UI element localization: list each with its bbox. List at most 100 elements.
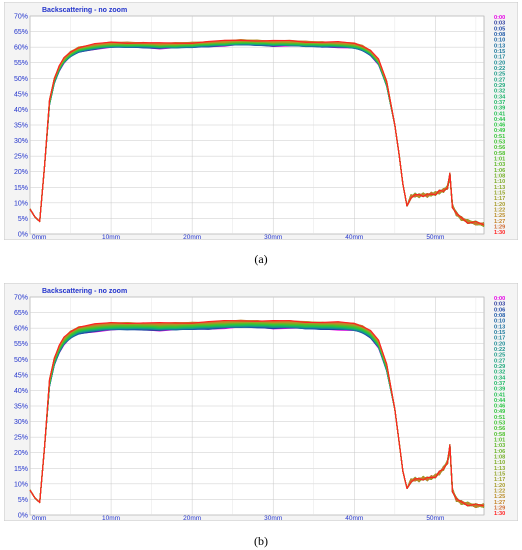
legend-entry: 0:27 bbox=[494, 358, 505, 364]
series-lines bbox=[29, 319, 485, 509]
y-tick-label: 70% bbox=[14, 295, 28, 302]
legend-entry: 0:49 bbox=[494, 128, 505, 134]
legend-entry: 0:58 bbox=[494, 432, 505, 438]
legend-entry: 1:29 bbox=[494, 225, 505, 231]
legend-entry: 1:20 bbox=[494, 202, 505, 208]
y-tick-label: 25% bbox=[14, 435, 28, 442]
legend-entry: 0:27 bbox=[494, 77, 505, 83]
y-tick-label: 50% bbox=[14, 76, 28, 83]
legend-entry: 1:01 bbox=[494, 438, 505, 444]
y-tick-label: 30% bbox=[14, 138, 28, 145]
chart-b: Backscattering - no zoom 70% 65% 60% 55% 50%… bbox=[4, 283, 518, 521]
legend-entry: 0:20 bbox=[494, 341, 505, 347]
legend-entry: 0:46 bbox=[494, 123, 505, 129]
legend-entry: 1:01 bbox=[494, 157, 505, 163]
y-tick-label: 35% bbox=[14, 123, 28, 130]
legend-entry: 0:22 bbox=[494, 347, 505, 353]
legend-entry: 0:15 bbox=[494, 330, 505, 336]
x-tick-label: 20mm bbox=[183, 234, 201, 240]
legend-entry: 0:29 bbox=[494, 364, 505, 370]
chart-title: Backscattering - no zoom bbox=[42, 7, 127, 14]
legend: 0:000:030:050:080:100:130:150:170:200:22… bbox=[494, 15, 506, 236]
legend-entry: 1:30 bbox=[494, 230, 505, 236]
y-tick-label: 55% bbox=[14, 341, 28, 348]
x-tick-label: 20mm bbox=[183, 515, 201, 521]
legend-entry: 0:39 bbox=[494, 387, 505, 393]
y-tick-label: 65% bbox=[14, 29, 28, 36]
legend-entry: 1:27 bbox=[494, 219, 505, 225]
legend-entry: 0:41 bbox=[494, 392, 505, 398]
legend-entry: 1:10 bbox=[494, 460, 505, 466]
legend-entry: 1:03 bbox=[494, 443, 505, 449]
legend-entry: 1:17 bbox=[494, 477, 505, 483]
legend-entry: 0:34 bbox=[494, 375, 506, 381]
panel-label-b: (b) bbox=[254, 534, 268, 548]
y-tick-label: 10% bbox=[14, 200, 28, 207]
legend-entry: 1:15 bbox=[494, 472, 505, 478]
legend-entry: 0:10 bbox=[494, 38, 505, 44]
legend-entry: 1:20 bbox=[494, 483, 505, 489]
y-tick-label: 40% bbox=[14, 388, 28, 395]
legend-entry: 0:00 bbox=[494, 296, 505, 302]
y-tick-label: 50% bbox=[14, 357, 28, 364]
legend-entry: 0:03 bbox=[494, 21, 505, 27]
y-tick-label: 45% bbox=[14, 372, 28, 379]
y-tick-label: 60% bbox=[14, 326, 28, 333]
y-tick-label: 70% bbox=[14, 14, 28, 21]
legend-entry: 0:25 bbox=[494, 72, 505, 78]
legend-entry: 0:51 bbox=[494, 415, 505, 421]
y-tick-label: 25% bbox=[14, 154, 28, 161]
legend-entry: 1:13 bbox=[494, 466, 505, 472]
legend-entry: 0:39 bbox=[494, 106, 505, 112]
x-tick-label: 0mm bbox=[32, 515, 46, 521]
legend-entry: 0:53 bbox=[494, 140, 505, 146]
legend-entry: 1:27 bbox=[494, 500, 505, 506]
x-tick-label: 40mm bbox=[345, 234, 363, 240]
legend-entry: 0:46 bbox=[494, 404, 505, 410]
legend-entry: 0:41 bbox=[494, 111, 505, 117]
y-tick-label: 0% bbox=[18, 513, 28, 520]
legend-entry: 1:06 bbox=[494, 449, 505, 455]
legend-entry: 1:15 bbox=[494, 191, 505, 197]
legend-entry: 0:10 bbox=[494, 319, 505, 325]
chart-panel-b: Backscattering - no zoom 70% 65% 60% 55% 50%… bbox=[4, 283, 518, 521]
legend-entry: 1:06 bbox=[494, 168, 505, 174]
y-tick-label: 5% bbox=[18, 497, 28, 504]
legend-entry: 0:17 bbox=[494, 336, 505, 342]
legend-entry: 1:22 bbox=[494, 208, 505, 214]
legend-entry: 1:08 bbox=[494, 455, 505, 461]
x-tick-label: 30mm bbox=[264, 234, 282, 240]
x-tick-label: 40mm bbox=[345, 515, 363, 521]
y-tick-label: 5% bbox=[18, 216, 28, 223]
y-tick-label: 30% bbox=[14, 419, 28, 426]
legend-entry: 0:03 bbox=[494, 302, 505, 308]
y-tick-label: 20% bbox=[14, 169, 28, 176]
legend-entry: 0:08 bbox=[494, 32, 505, 38]
y-tick-label: 60% bbox=[14, 45, 28, 52]
legend-entry: 1:22 bbox=[494, 489, 505, 495]
legend-entry: 1:17 bbox=[494, 196, 505, 202]
legend-entry: 1:08 bbox=[494, 174, 505, 180]
y-tick-label: 10% bbox=[14, 481, 28, 488]
x-tick-label: 10mm bbox=[102, 515, 120, 521]
legend-entry: 1:29 bbox=[494, 506, 505, 512]
x-tick-label: 50mm bbox=[426, 234, 444, 240]
legend-entry: 1:03 bbox=[494, 162, 505, 168]
legend-entry: 0:13 bbox=[494, 324, 505, 330]
legend-entry: 0:56 bbox=[494, 426, 505, 432]
legend-entry: 1:25 bbox=[494, 213, 505, 219]
y-tick-label: 55% bbox=[14, 60, 28, 67]
legend-entry: 0:37 bbox=[494, 100, 505, 106]
legend-entry: 0:08 bbox=[494, 313, 505, 319]
grid bbox=[29, 296, 485, 516]
legend-entry: 0:00 bbox=[494, 15, 505, 21]
legend-entry: 0:37 bbox=[494, 381, 505, 387]
x-axis-ticks: 0mm 10mm 20mm 30mm 40mm 50mm bbox=[32, 234, 444, 240]
chart-title: Backscattering - no zoom bbox=[42, 288, 127, 295]
legend-entry: 0:25 bbox=[494, 353, 505, 359]
legend-entry: 1:25 bbox=[494, 494, 505, 500]
legend-entry: 0:06 bbox=[494, 307, 505, 313]
y-tick-label: 15% bbox=[14, 185, 28, 192]
y-tick-label: 20% bbox=[14, 450, 28, 457]
y-tick-label: 65% bbox=[14, 310, 28, 317]
